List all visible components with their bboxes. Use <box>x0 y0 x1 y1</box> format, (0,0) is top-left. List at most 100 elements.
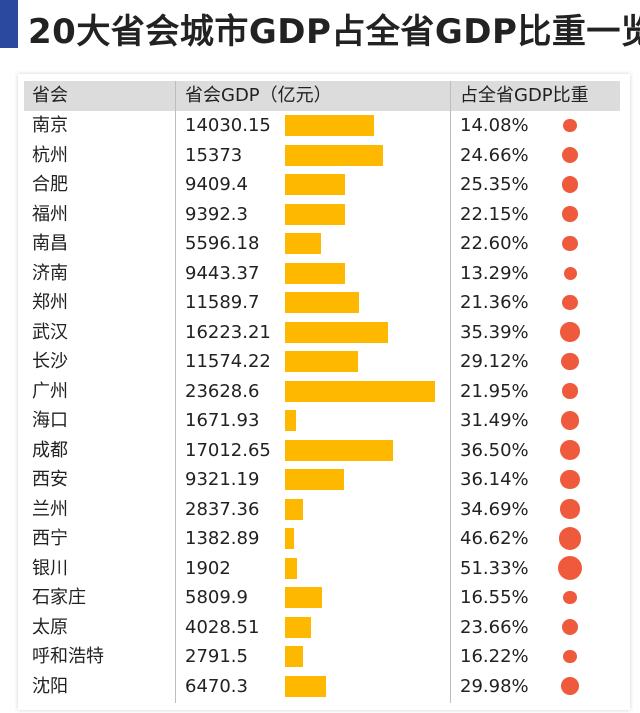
city-name: 成都 <box>32 439 68 461</box>
share-dot <box>560 440 580 460</box>
table-row: 武汉 16223.21 35.39% <box>24 318 620 347</box>
gdp-bar <box>285 439 393 461</box>
city-name: 长沙 <box>32 351 68 372</box>
city-name: 西安 <box>32 469 68 490</box>
table-row: 石家庄 5809.9 16.55% <box>24 583 620 612</box>
share-dot <box>563 649 577 664</box>
gdp-bar <box>285 292 359 313</box>
gdp-bar <box>285 646 303 667</box>
table-row: 海口 1671.93 31.49% <box>24 406 620 435</box>
gdp-value: 1671.93 <box>185 410 260 431</box>
gdp-bar <box>285 557 298 579</box>
share-value: 14.08% <box>460 115 529 136</box>
table-row: 兰州 2837.36 34.69% <box>24 495 620 524</box>
header-city: 省会 <box>32 85 68 106</box>
share-value: 21.95% <box>460 380 529 402</box>
gdp-value: 16223.21 <box>185 321 271 343</box>
gdp-value: 11574.22 <box>185 351 271 372</box>
share-value: 31.49% <box>460 410 529 431</box>
table-row: 银川 1902 51.33% <box>24 554 620 583</box>
share-value: 34.69% <box>460 498 529 520</box>
table-row: 杭州 15373 24.66% <box>24 141 620 170</box>
share-dot <box>558 556 582 580</box>
gdp-bar <box>285 380 435 402</box>
share-dot <box>562 383 578 399</box>
share-dot <box>563 590 577 605</box>
share-dot <box>563 118 577 133</box>
gdp-value: 2837.36 <box>185 498 260 520</box>
share-value: 24.66% <box>460 144 529 166</box>
table-row: 成都 17012.65 36.50% <box>24 436 620 465</box>
share-value: 29.98% <box>460 675 529 697</box>
header-gdp: 省会GDP（亿元） <box>185 85 332 106</box>
city-name: 呼和浩特 <box>32 646 104 667</box>
share-dot <box>561 176 579 193</box>
city-name: 武汉 <box>32 321 68 343</box>
share-value: 46.62% <box>460 528 529 549</box>
share-value: 23.66% <box>460 616 529 638</box>
share-dot <box>558 527 582 550</box>
gdp-bar <box>285 410 296 431</box>
city-name: 合肥 <box>32 174 68 195</box>
city-name: 沈阳 <box>32 675 68 697</box>
city-name: 济南 <box>32 262 68 284</box>
gdp-value: 17012.65 <box>185 439 271 461</box>
share-dot <box>560 411 580 430</box>
gdp-value: 2791.5 <box>185 646 248 667</box>
share-value: 16.55% <box>460 587 529 608</box>
gdp-bar <box>285 174 345 195</box>
gdp-value: 23628.6 <box>185 380 260 402</box>
city-name: 银川 <box>32 557 68 579</box>
table-row: 济南 9443.37 13.29% <box>24 259 620 288</box>
gdp-value: 1902 <box>185 557 231 579</box>
city-name: 太原 <box>32 616 68 638</box>
table-row: 长沙 11574.22 29.12% <box>24 347 620 376</box>
gdp-bar <box>285 203 345 225</box>
gdp-value: 9443.37 <box>185 262 260 284</box>
city-name: 南京 <box>32 115 68 136</box>
table-row: 西安 9321.19 36.14% <box>24 465 620 494</box>
share-value: 29.12% <box>460 351 529 372</box>
table-row: 呼和浩特 2791.5 16.22% <box>24 642 620 671</box>
gdp-value: 11589.7 <box>185 292 260 313</box>
gdp-value: 6470.3 <box>185 675 248 697</box>
header-share: 占全省GDP比重 <box>460 85 589 106</box>
gdp-bar <box>285 498 303 520</box>
column-divider-2 <box>450 81 451 703</box>
gdp-value: 1382.89 <box>185 528 260 549</box>
gdp-bar <box>285 587 322 608</box>
table-header: 省会 省会GDP（亿元） 占全省GDP比重 <box>24 81 620 111</box>
share-value: 36.14% <box>460 469 529 490</box>
gdp-value: 9409.4 <box>185 174 248 195</box>
title-bar: 20大省会城市GDP占全省GDP比重一览 <box>0 0 640 64</box>
share-dot <box>562 235 578 252</box>
gdp-bar <box>285 528 294 549</box>
gdp-bar <box>285 321 388 343</box>
city-name: 石家庄 <box>32 587 86 608</box>
share-dot <box>560 499 580 519</box>
share-value: 51.33% <box>460 557 529 579</box>
share-value: 22.15% <box>460 203 529 225</box>
share-dot <box>561 146 579 164</box>
gdp-bar <box>285 115 375 136</box>
gdp-value: 9392.3 <box>185 203 248 225</box>
share-dot <box>562 294 578 311</box>
share-value: 21.36% <box>460 292 529 313</box>
city-name: 西宁 <box>32 528 68 549</box>
table-row: 南京 14030.15 14.08% <box>24 111 620 140</box>
city-name: 郑州 <box>32 292 68 313</box>
gdp-value: 9321.19 <box>185 469 260 490</box>
table-row: 福州 9392.3 22.15% <box>24 200 620 229</box>
city-name: 福州 <box>32 203 68 225</box>
table-row: 广州 23628.6 21.95% <box>24 377 620 406</box>
gdp-value: 4028.51 <box>185 616 260 638</box>
gdp-value: 5596.18 <box>185 233 260 254</box>
gdp-bar <box>285 469 345 490</box>
share-dot <box>562 206 578 222</box>
column-divider-1 <box>175 81 176 703</box>
share-value: 36.50% <box>460 439 529 461</box>
share-dot <box>561 352 579 371</box>
title-accent-bar <box>0 0 18 48</box>
table-row: 郑州 11589.7 21.36% <box>24 288 620 317</box>
gdp-bar <box>285 144 383 166</box>
